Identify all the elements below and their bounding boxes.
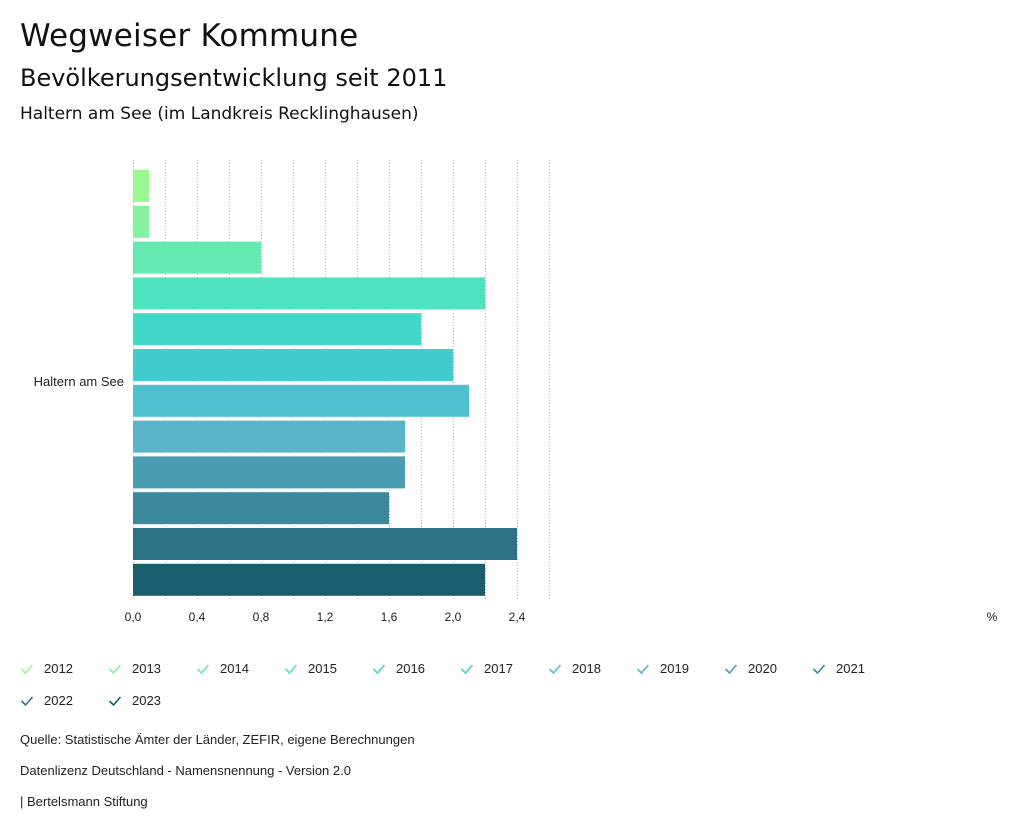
license-note: Datenlizenz Deutschland - Namensnennung … xyxy=(20,763,351,778)
check-icon xyxy=(284,664,298,675)
bar-2018[interactable] xyxy=(133,384,469,417)
legend-label: 2018 xyxy=(572,661,601,676)
bar-2017[interactable] xyxy=(133,349,453,381)
legend-item-2014[interactable]: 2014 xyxy=(196,659,276,681)
check-icon xyxy=(196,664,210,675)
bar-2019[interactable] xyxy=(133,420,405,453)
bar-chart: Haltern am See 0,0 0,4 0,8 1,2 1,6 2,0 2,4% xyxy=(34,160,998,624)
x-tick-label: 2,0 xyxy=(445,610,462,624)
check-icon xyxy=(20,664,34,675)
check-icon xyxy=(636,664,650,675)
region-label: Haltern am See (im Landkreis Recklinghau… xyxy=(20,104,419,124)
check-icon xyxy=(460,664,474,675)
check-icon xyxy=(548,664,562,675)
check-icon xyxy=(372,664,386,675)
legend-label: 2023 xyxy=(132,693,161,708)
x-tick-label: 0,0 xyxy=(125,610,142,624)
check-icon xyxy=(108,664,122,675)
chart-title: Wegweiser Kommune xyxy=(20,18,359,54)
x-tick-label: 0,8 xyxy=(253,610,270,624)
legend-item-2021[interactable]: 2021 xyxy=(812,659,892,681)
x-tick-label: 1,2 xyxy=(317,610,334,624)
chart-subtitle: Bevölkerungsentwicklung seit 2011 xyxy=(20,64,448,92)
legend-item-2017[interactable]: 2017 xyxy=(460,659,540,681)
legend-label: 2012 xyxy=(44,661,73,676)
check-icon xyxy=(108,696,122,707)
category-label: Haltern am See xyxy=(34,374,124,389)
legend-label: 2013 xyxy=(132,661,161,676)
legend-label: 2019 xyxy=(660,661,689,676)
legend-label: 2020 xyxy=(748,661,777,676)
legend-item-2020[interactable]: 2020 xyxy=(724,659,804,681)
legend-item-2013[interactable]: 2013 xyxy=(108,659,188,681)
bar-2015[interactable] xyxy=(133,277,485,310)
legend-item-2015[interactable]: 2015 xyxy=(284,659,364,681)
check-icon xyxy=(724,664,738,675)
x-tick-label: 0,4 xyxy=(189,610,206,624)
legend-label: 2022 xyxy=(44,693,73,708)
legend-item-2022[interactable]: 2022 xyxy=(20,691,100,713)
legend-label: 2017 xyxy=(484,661,513,676)
bar-2020[interactable] xyxy=(133,456,405,489)
check-icon xyxy=(812,664,826,675)
legend-label: 2021 xyxy=(836,661,865,676)
legend-item-2023[interactable]: 2023 xyxy=(108,691,188,713)
bar-2021[interactable] xyxy=(133,492,389,525)
bar-2012[interactable] xyxy=(133,170,149,202)
legend-item-2012[interactable]: 2012 xyxy=(20,659,100,681)
legend-label: 2014 xyxy=(220,661,249,676)
legend-label: 2016 xyxy=(396,661,425,676)
x-tick-label: 1,6 xyxy=(381,610,398,624)
bar-2013[interactable] xyxy=(133,205,149,238)
legend-item-2016[interactable]: 2016 xyxy=(372,659,452,681)
legend-label: 2015 xyxy=(308,661,337,676)
bar-2023[interactable] xyxy=(133,563,485,596)
bar-2022[interactable] xyxy=(133,528,517,560)
publisher-note: | Bertelsmann Stiftung xyxy=(20,794,148,809)
legend-item-2019[interactable]: 2019 xyxy=(636,659,716,681)
bar-2016[interactable] xyxy=(133,313,421,346)
legend-item-2018[interactable]: 2018 xyxy=(548,659,628,681)
x-tick-label: 2,4 xyxy=(509,610,526,624)
x-unit-label: % xyxy=(987,610,998,624)
bar-2014[interactable] xyxy=(133,241,261,274)
check-icon xyxy=(20,696,34,707)
source-note: Quelle: Statistische Ämter der Länder, Z… xyxy=(20,732,415,747)
